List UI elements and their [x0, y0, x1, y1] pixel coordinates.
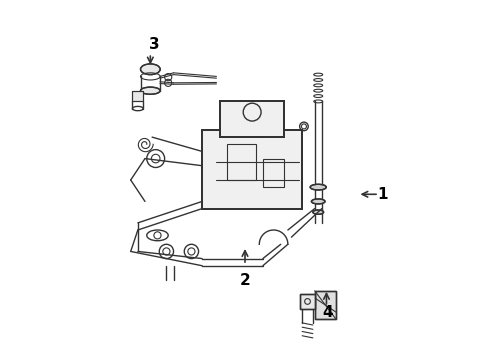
- Bar: [132, 91, 143, 102]
- Bar: [202, 130, 302, 208]
- Bar: [220, 102, 284, 137]
- Bar: [132, 91, 143, 102]
- Bar: [300, 294, 315, 309]
- Bar: [227, 144, 256, 180]
- Bar: [315, 291, 336, 319]
- Ellipse shape: [313, 210, 323, 214]
- Bar: [263, 158, 284, 187]
- Ellipse shape: [141, 87, 160, 94]
- Ellipse shape: [312, 199, 325, 204]
- Ellipse shape: [141, 64, 160, 75]
- Text: 3: 3: [148, 37, 159, 52]
- Bar: [300, 294, 315, 309]
- Text: 2: 2: [240, 273, 250, 288]
- Text: 4: 4: [322, 305, 333, 320]
- Bar: [202, 130, 302, 208]
- Ellipse shape: [310, 184, 326, 190]
- Text: 1: 1: [377, 187, 388, 202]
- Bar: [220, 102, 284, 137]
- Bar: [315, 291, 336, 319]
